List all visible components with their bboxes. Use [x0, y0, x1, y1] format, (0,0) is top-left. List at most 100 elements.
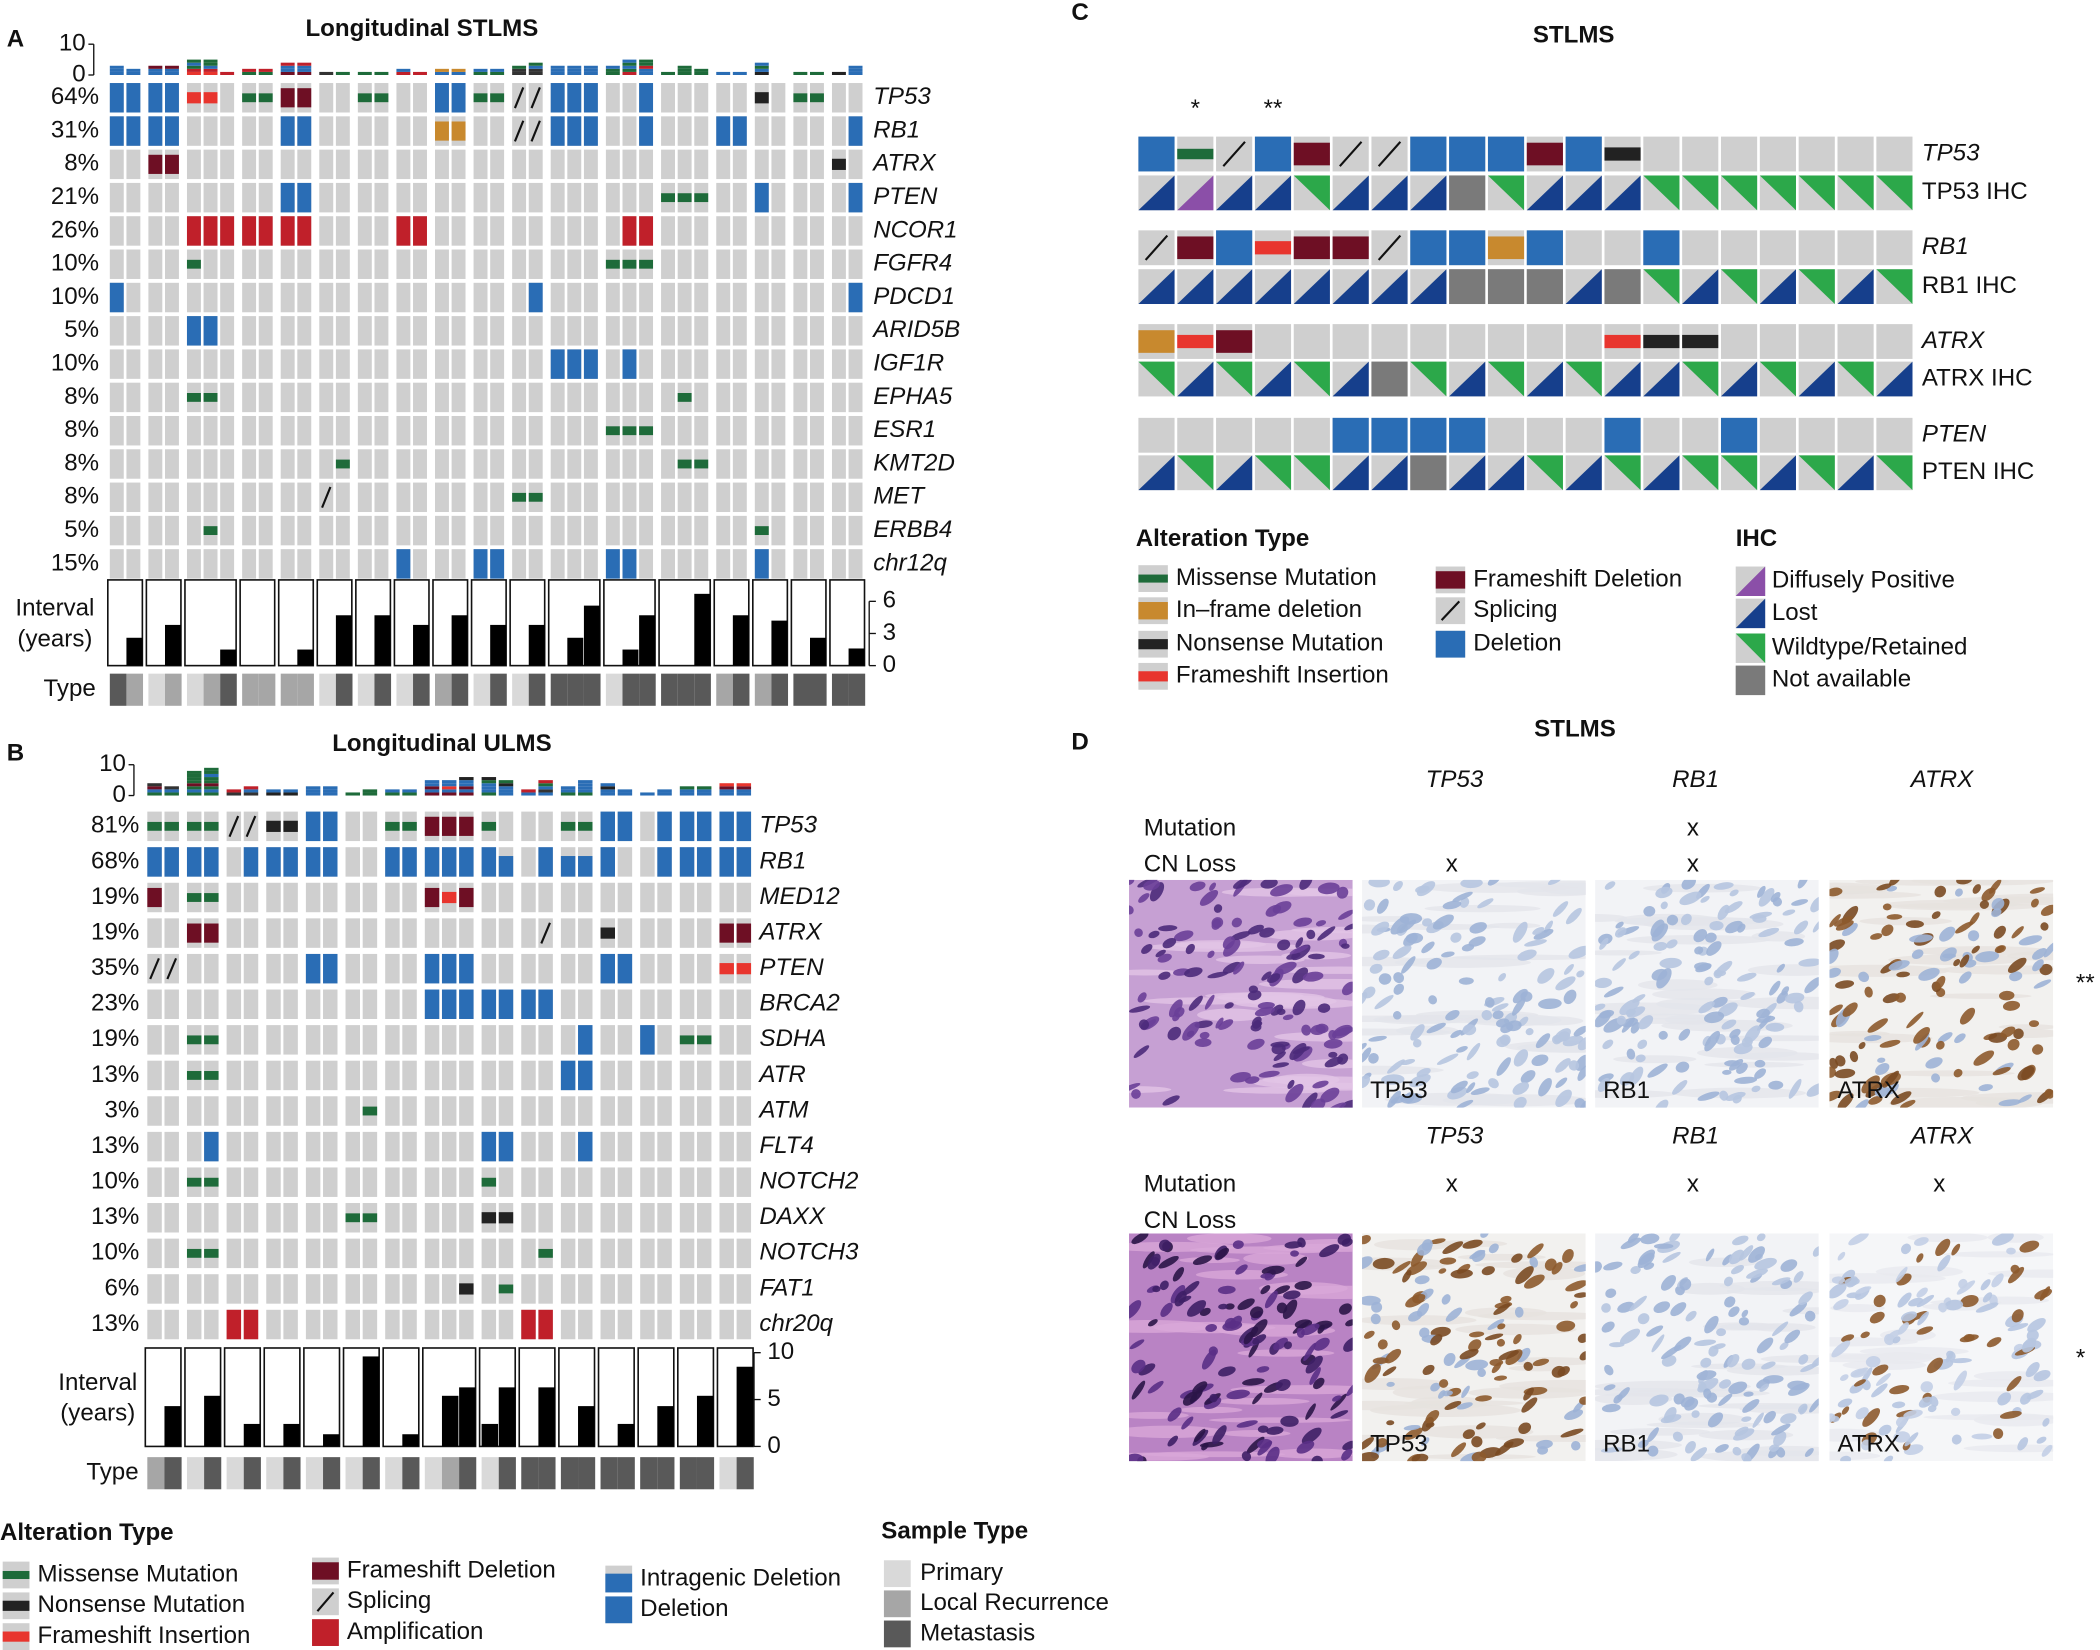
- cell-bg: [396, 183, 410, 212]
- alteration: [323, 847, 337, 876]
- cell-bg: [606, 516, 620, 545]
- interval-bar: [482, 1424, 498, 1447]
- alteration: [1436, 571, 1465, 588]
- cell-bg: [482, 1096, 496, 1125]
- cell-bg: [810, 516, 824, 545]
- mark-x: x: [1446, 1171, 1458, 1198]
- cell-bg: [396, 150, 410, 179]
- cell-bg: [148, 449, 162, 478]
- cell-bg: [1643, 418, 1679, 453]
- cell-bg: [694, 316, 708, 345]
- percent-label: 15%: [51, 549, 99, 576]
- cell-bg: [601, 1096, 615, 1125]
- interval-bar: [657, 1406, 673, 1446]
- cell-bg: [306, 1132, 320, 1161]
- sample-type: [435, 674, 452, 706]
- cell-bg: [165, 250, 179, 279]
- cell-bg: [832, 250, 846, 279]
- cell-bg: [266, 1061, 280, 1090]
- cell-bg: [737, 1203, 751, 1232]
- cell-bg: [639, 150, 653, 179]
- percent-label: 13%: [91, 1203, 139, 1230]
- cell-bg: [259, 150, 273, 179]
- count-segment: [126, 72, 140, 75]
- count-segment: [793, 72, 807, 75]
- mark-x: x: [1446, 851, 1458, 878]
- cell-bg: [402, 990, 416, 1019]
- cell-bg: [694, 383, 708, 412]
- cell-bg: [771, 449, 785, 478]
- type-label: Type: [86, 1459, 138, 1486]
- alteration: [374, 93, 388, 102]
- alteration: [1604, 418, 1640, 453]
- count-segment: [204, 792, 218, 795]
- alteration: [1488, 269, 1524, 304]
- alteration: [306, 954, 320, 983]
- cell-bg: [771, 283, 785, 312]
- cell-bg: [374, 549, 388, 578]
- count-segment: [204, 780, 218, 783]
- cell-bg: [306, 1274, 320, 1303]
- count-segment: [584, 66, 598, 69]
- interval-bar: [204, 1396, 220, 1447]
- row-label: PTEN: [1922, 421, 1987, 448]
- cell-bg: [733, 449, 747, 478]
- alteration: [1488, 236, 1524, 259]
- cell-bg: [452, 183, 466, 212]
- cell-bg: [499, 883, 513, 912]
- alteration: [148, 83, 162, 112]
- cell-bg: [148, 250, 162, 279]
- cell-bg: [567, 283, 581, 312]
- alteration: [639, 83, 653, 112]
- cell-bg: [1255, 324, 1291, 359]
- cell-bg: [164, 1274, 178, 1303]
- alteration: [204, 847, 218, 876]
- cell-bg: [306, 1239, 320, 1268]
- alteration: [1333, 236, 1369, 259]
- interval-label: Interval: [15, 595, 94, 622]
- percent-label: 8%: [64, 416, 99, 443]
- interval-bar: [538, 1387, 554, 1446]
- alteration: [297, 216, 311, 245]
- cell-bg: [1527, 418, 1563, 453]
- count-segment: [297, 66, 311, 69]
- alteration: [3, 1571, 30, 1579]
- cell-bg: [601, 1310, 615, 1339]
- cell-bg: [482, 918, 496, 947]
- cell-bg: [793, 483, 807, 512]
- legend-item: Missense Mutation: [1176, 564, 1377, 591]
- cell-bg: [297, 549, 311, 578]
- count-segment: [187, 69, 201, 72]
- cell-bg: [716, 183, 730, 212]
- stroma: [1216, 1398, 1310, 1405]
- cell-bg: [323, 1096, 337, 1125]
- alteration: [204, 216, 218, 245]
- alteration: [1449, 269, 1485, 304]
- cell-bg: [499, 918, 513, 947]
- alteration: [306, 812, 320, 841]
- alteration: [147, 822, 161, 831]
- interval-tick-label: 10: [767, 1338, 794, 1365]
- count-segment: [657, 789, 671, 792]
- interval-tick-label: 0: [767, 1432, 780, 1459]
- count-segment: [187, 774, 201, 777]
- cell-bg: [849, 316, 863, 345]
- cell-bg: [793, 416, 807, 445]
- cell-bg: [733, 516, 747, 545]
- cell-bg: [358, 116, 372, 145]
- alteration: [385, 847, 399, 876]
- alteration: [561, 822, 575, 831]
- cell-bg: [297, 449, 311, 478]
- alteration: [567, 116, 581, 145]
- cell-bg: [374, 283, 388, 312]
- legend-item: Frameshift Deletion: [347, 1556, 556, 1583]
- count-segment: [578, 780, 592, 783]
- cell-bg: [452, 250, 466, 279]
- count-segment: [733, 72, 747, 75]
- alteration: [1449, 230, 1485, 265]
- count-segment: [678, 69, 692, 72]
- cell-bg: [561, 1132, 575, 1161]
- cell-bg: [336, 83, 350, 112]
- cell-bg: [227, 1061, 241, 1090]
- alteration: [204, 1035, 218, 1044]
